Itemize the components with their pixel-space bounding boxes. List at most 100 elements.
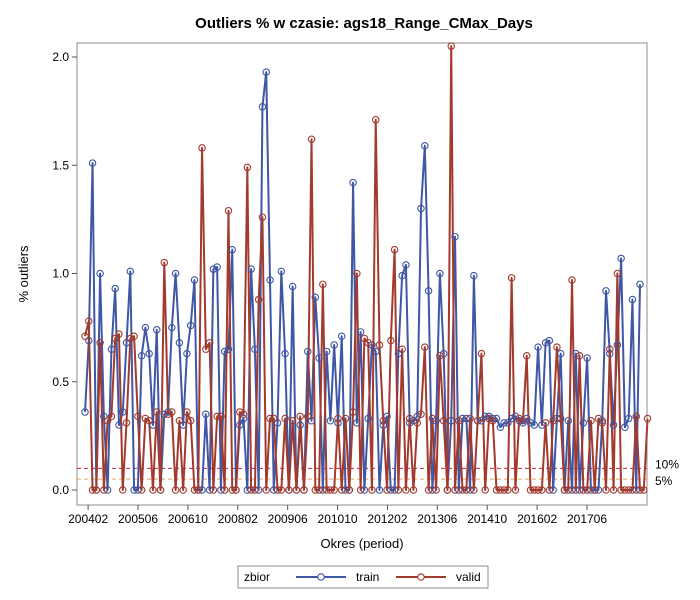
x-tick-label: 200402 <box>68 512 108 526</box>
data-point-train <box>360 486 369 494</box>
data-point-valid <box>205 339 214 347</box>
data-point-train <box>500 419 508 427</box>
data-point-train <box>466 486 474 494</box>
data-point-train <box>115 421 123 429</box>
reference-line-label: 10% <box>655 457 679 471</box>
data-point-valid <box>447 42 455 50</box>
data-point-valid <box>217 412 225 421</box>
legend-marker-valid <box>417 573 425 581</box>
data-point-train <box>122 339 131 347</box>
data-point-valid <box>413 419 421 427</box>
data-point-valid <box>556 414 565 423</box>
data-point-valid <box>421 343 429 351</box>
data-point-train <box>417 204 425 213</box>
data-point-valid <box>579 486 588 494</box>
data-point-train <box>609 421 618 429</box>
data-point-valid <box>458 486 467 494</box>
data-point-valid <box>394 486 403 494</box>
data-point-valid <box>145 416 153 425</box>
data-point-valid <box>470 486 478 494</box>
data-point-train <box>236 421 244 429</box>
data-point-valid <box>428 414 437 423</box>
data-point-valid <box>258 213 267 221</box>
legend-label-train: train <box>356 570 379 584</box>
data-point-valid <box>175 416 184 425</box>
data-point-train <box>613 341 622 349</box>
data-point-valid <box>598 419 606 427</box>
data-point-valid <box>489 416 497 425</box>
data-point-train <box>353 419 361 427</box>
data-point-valid <box>560 486 569 494</box>
data-point-train <box>145 349 153 358</box>
data-point-valid <box>168 408 176 416</box>
data-point-train <box>217 486 225 494</box>
data-point-valid <box>553 343 561 351</box>
data-point-train <box>254 486 263 494</box>
data-point-valid <box>179 486 187 494</box>
data-point-train <box>564 416 573 425</box>
data-point-train <box>368 341 376 349</box>
data-point-valid <box>492 486 501 494</box>
data-point-valid <box>156 486 165 494</box>
data-point-valid <box>545 486 554 494</box>
data-point-train <box>507 414 516 423</box>
series-lines <box>84 45 649 491</box>
data-point-train <box>481 412 489 421</box>
data-point-valid <box>273 486 282 494</box>
data-point-valid <box>202 345 210 354</box>
data-point-valid <box>462 486 471 494</box>
data-point-train <box>311 293 320 302</box>
data-point-train <box>575 486 584 494</box>
data-point-valid <box>617 486 625 494</box>
data-point-valid <box>390 245 399 254</box>
data-point-valid <box>405 414 414 423</box>
data-point-train <box>455 486 463 494</box>
data-point-train <box>485 412 493 421</box>
x-tick-label: 201602 <box>517 512 557 526</box>
data-point-valid <box>288 416 297 425</box>
x-tick-label: 200802 <box>218 512 258 526</box>
data-point-train <box>141 323 150 332</box>
data-point-valid <box>624 486 633 494</box>
data-point-valid <box>88 486 97 494</box>
data-point-valid <box>304 412 312 421</box>
data-point-valid <box>326 486 335 494</box>
data-point-valid <box>266 414 274 423</box>
data-point-valid <box>375 341 384 349</box>
data-point-valid <box>236 408 244 416</box>
data-point-valid <box>587 416 595 425</box>
data-point-train <box>477 416 486 425</box>
data-point-valid <box>436 352 444 360</box>
data-point-valid <box>334 414 342 423</box>
data-point-valid <box>134 412 142 421</box>
data-point-train <box>137 352 146 360</box>
data-point-valid <box>190 486 199 494</box>
data-point-train <box>492 414 501 423</box>
data-point-train <box>96 269 104 278</box>
data-point-valid <box>432 486 440 494</box>
x-axis-label: Okres (period) <box>320 536 403 551</box>
data-point-train <box>534 343 542 351</box>
data-point-train <box>224 345 233 354</box>
data-point-train <box>572 349 580 358</box>
series-markers <box>81 42 652 494</box>
data-point-train <box>334 419 342 427</box>
data-point-train <box>270 486 278 494</box>
data-point-train <box>356 328 365 336</box>
data-point-train <box>186 321 195 330</box>
data-point-train <box>598 416 606 425</box>
data-point-valid <box>100 486 108 494</box>
data-point-train <box>198 486 206 494</box>
data-point-train <box>549 486 557 494</box>
data-point-valid <box>402 486 410 494</box>
data-point-valid <box>107 412 116 421</box>
data-point-train <box>304 347 312 356</box>
data-point-train <box>349 178 357 187</box>
data-point-valid <box>141 414 150 423</box>
data-point-train <box>519 419 527 427</box>
data-point-train <box>594 486 603 494</box>
y-tick-label: 0.5 <box>52 375 69 389</box>
data-point-train <box>428 486 437 494</box>
data-point-valid <box>239 410 248 418</box>
data-point-valid <box>383 486 391 494</box>
